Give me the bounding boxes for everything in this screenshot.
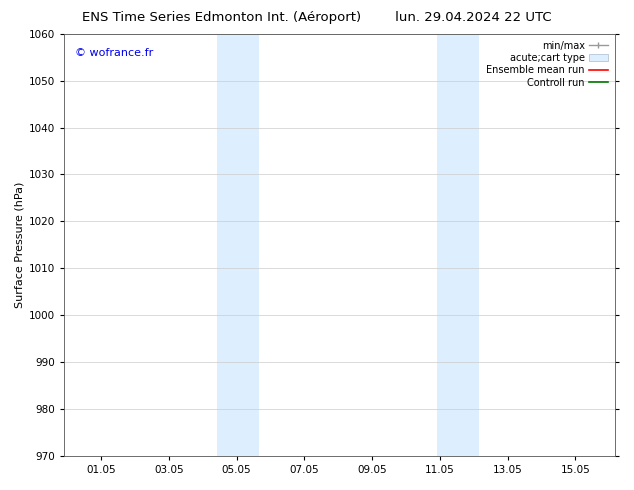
Y-axis label: Surface Pressure (hPa): Surface Pressure (hPa) (15, 182, 25, 308)
Legend: min/max, acute;cart type, Ensemble mean run, Controll run: min/max, acute;cart type, Ensemble mean … (484, 39, 610, 90)
Text: ENS Time Series Edmonton Int. (Aéroport)        lun. 29.04.2024 22 UTC: ENS Time Series Edmonton Int. (Aéroport)… (82, 11, 552, 24)
Bar (217, 34, 259, 456)
Bar (437, 34, 479, 456)
Text: © wofrance.fr: © wofrance.fr (75, 49, 153, 58)
